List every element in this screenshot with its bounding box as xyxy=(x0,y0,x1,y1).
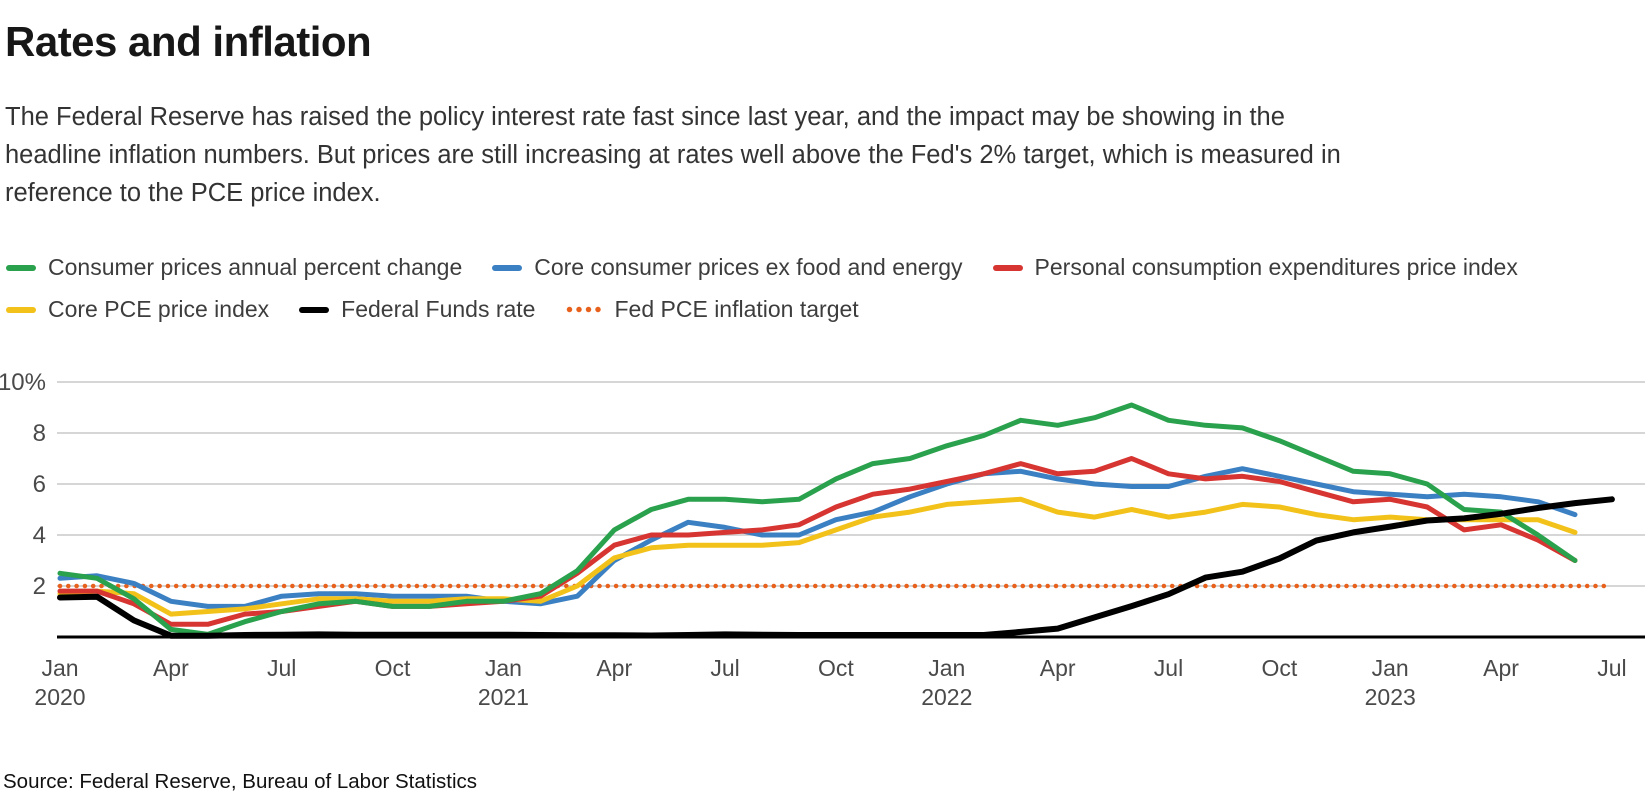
legend-item-pce-price-index: Personal consumption expenditures price … xyxy=(992,254,1518,281)
source-note: Source: Federal Reserve, Bureau of Labor… xyxy=(3,770,478,794)
series-line-core-pce-price-index xyxy=(57,496,1578,617)
x-tick-label: Jan xyxy=(928,655,965,681)
y-tick-label-4: 4 xyxy=(33,522,46,549)
x-tick-label: Apr xyxy=(596,655,632,681)
x-tick-label: Jul xyxy=(710,655,739,681)
x-tick-label: Jul xyxy=(267,655,296,681)
x-tick-label: Jan xyxy=(485,655,522,681)
legend-label: Fed PCE inflation target xyxy=(614,296,859,323)
chart-area: 2 4 6 8 10% Jan 2020 Apr Jul Oct Jan 2021 Apr Jul Oct J… xyxy=(0,349,1648,716)
legend-label: Federal Funds rate xyxy=(341,296,536,323)
x-tick-label: Jul xyxy=(1597,655,1626,681)
x-tick-label: Oct xyxy=(1261,655,1297,681)
x-tick-label: Apr xyxy=(1040,655,1076,681)
chart-legend: Consumer prices annual percent change Cor… xyxy=(6,254,1606,323)
x-tick-label: Oct xyxy=(818,655,854,681)
page-title: Rates and inflation xyxy=(5,18,372,65)
x-tick-year-label: 2023 xyxy=(1365,684,1416,710)
y-tick-label-2: 2 xyxy=(33,573,46,600)
legend-label: Personal consumption expenditures price … xyxy=(1034,254,1518,281)
legend-label: Core PCE price index xyxy=(48,296,270,323)
x-tick-year-label: 2020 xyxy=(34,684,85,710)
core-pce-price-index-swatch-icon xyxy=(6,306,36,313)
legend-item-consumer-prices: Consumer prices annual percent change xyxy=(6,254,462,281)
fed-pce-inflation-target-swatch-icon xyxy=(565,306,603,314)
pce-price-index-swatch-icon xyxy=(992,264,1023,271)
federal-funds-rate-swatch-icon xyxy=(299,306,330,313)
legend-label: Core consumer prices ex food and energy xyxy=(534,254,963,281)
x-tick-year-label: 2021 xyxy=(478,684,529,710)
x-tick-label: Oct xyxy=(375,655,411,681)
y-tick-label-6: 6 xyxy=(33,471,46,498)
series-line-core-consumer-prices xyxy=(57,466,1578,609)
legend-item-federal-funds-rate: Federal Funds rate xyxy=(299,296,535,323)
y-tick-label-10: 10% xyxy=(0,369,46,396)
x-tick-label: Apr xyxy=(1483,655,1519,681)
series-line-federal-funds-rate xyxy=(57,496,1615,639)
x-tick-year-label: 2022 xyxy=(921,684,972,710)
legend-item-fed-pce-inflation-target: Fed PCE inflation target xyxy=(565,296,859,323)
x-tick-label: Jan xyxy=(1372,655,1409,681)
x-tick-label: Jan xyxy=(41,655,78,681)
legend-item-core-consumer-prices: Core consumer prices ex food and energy xyxy=(492,254,963,281)
y-tick-label-8: 8 xyxy=(33,420,46,447)
chart-description: The Federal Reserve has raised the polic… xyxy=(5,103,1341,208)
consumer-prices-swatch-icon xyxy=(6,264,36,271)
core-consumer-prices-swatch-icon xyxy=(492,264,523,271)
x-tick-label: Jul xyxy=(1154,655,1183,681)
legend-label: Consumer prices annual percent change xyxy=(48,254,463,281)
inflation-chart: 2 4 6 8 10% Jan 2020 Apr Jul Oct Jan 2021 Apr Jul Oct J… xyxy=(0,369,1645,710)
series-line-consumer-prices xyxy=(57,402,1578,637)
x-tick-label: Apr xyxy=(153,655,189,681)
legend-item-core-pce-price-index: Core PCE price index xyxy=(6,296,269,323)
